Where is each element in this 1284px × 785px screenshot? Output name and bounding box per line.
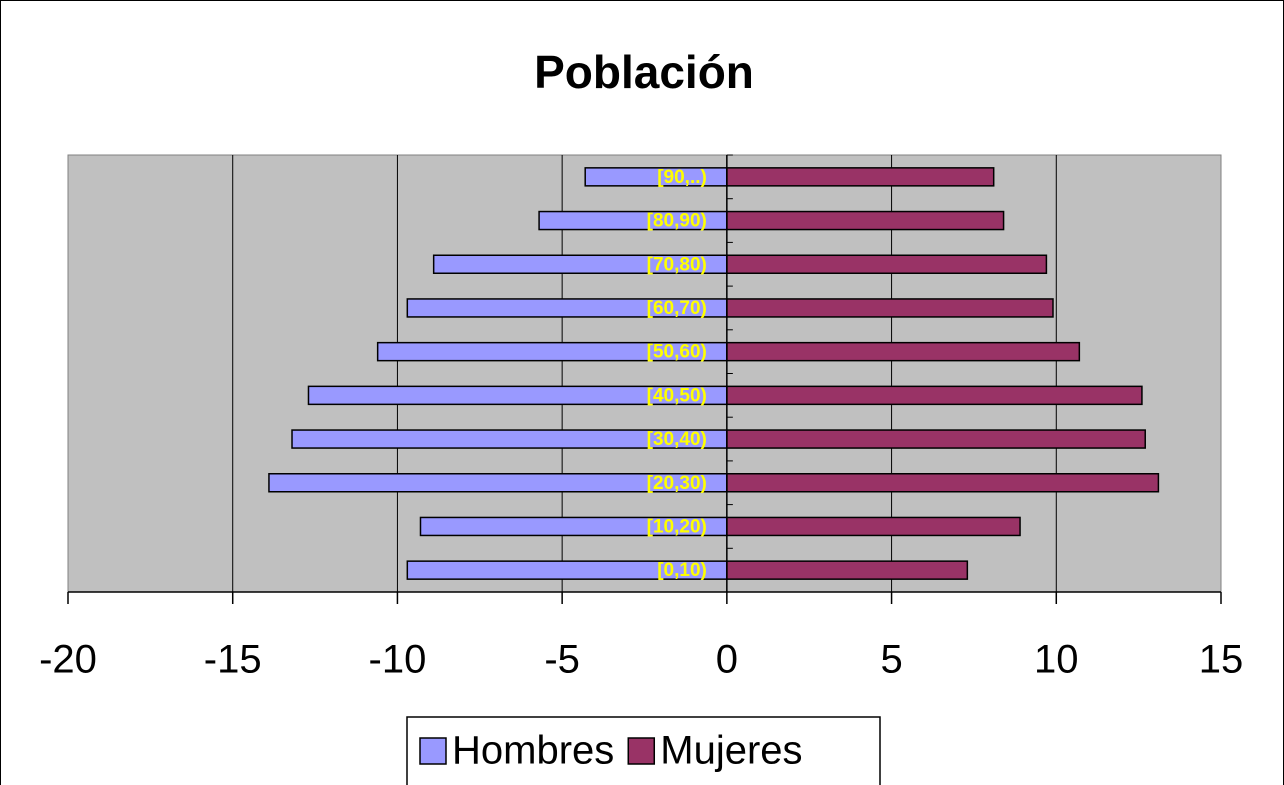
- legend-swatch: [419, 737, 447, 765]
- legend-swatch: [627, 737, 656, 765]
- x-tick-label: -15: [204, 638, 262, 682]
- x-tick-label: 10: [1034, 638, 1079, 682]
- y-tick-label: [60,70): [647, 298, 707, 319]
- bar: [726, 210, 1005, 231]
- bar: [726, 167, 995, 187]
- x-tick-label: -20: [39, 638, 97, 682]
- bar: [726, 341, 1081, 362]
- y-tick-label: [10,20): [647, 516, 707, 537]
- x-tick-label: 15: [1199, 638, 1244, 682]
- x-tick-label: 5: [880, 638, 902, 682]
- bar: [726, 385, 1143, 406]
- legend-label: Hombres: [452, 729, 614, 773]
- y-tick-label: [70,80): [647, 254, 707, 275]
- bar: [726, 516, 1021, 537]
- y-tick-label: [0,10): [657, 560, 707, 581]
- y-tick-label: [20,30): [647, 473, 707, 494]
- y-tick-label: [80,90): [647, 211, 707, 232]
- x-tick-label: -10: [369, 638, 427, 682]
- y-tick-label: [30,40): [647, 429, 707, 450]
- bar: [726, 560, 969, 580]
- x-tick-label: 0: [716, 638, 738, 682]
- chart-title: Población: [534, 46, 754, 98]
- y-tick-label: [90,..): [657, 167, 707, 188]
- y-tick-label: [40,50): [647, 385, 707, 406]
- x-tick-label: -5: [544, 638, 580, 682]
- bar: [726, 429, 1146, 449]
- legend-label: Mujeres: [660, 729, 802, 773]
- bar: [726, 254, 1048, 274]
- bar: [726, 298, 1054, 318]
- bar: [726, 473, 1160, 493]
- y-tick-label: [50,60): [647, 342, 707, 363]
